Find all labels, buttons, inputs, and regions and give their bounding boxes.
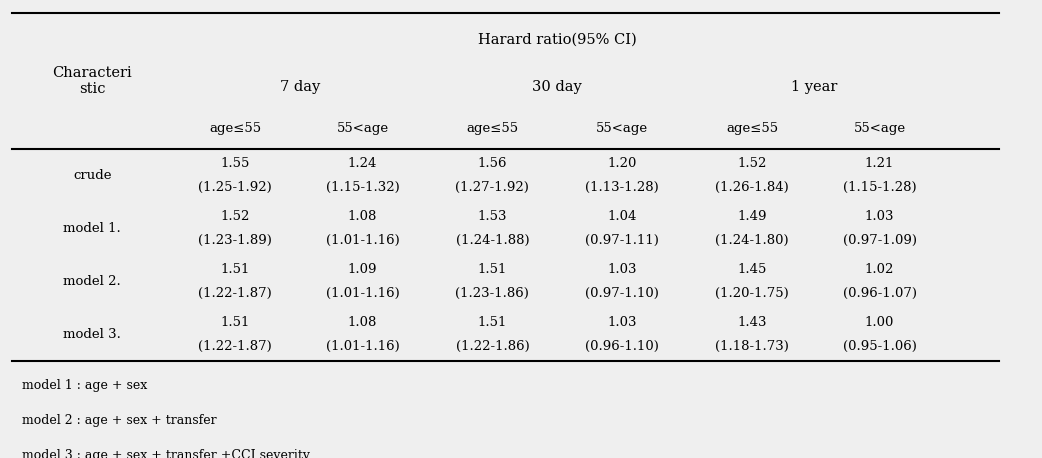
Text: 1.03: 1.03 <box>607 262 637 276</box>
Text: 1.45: 1.45 <box>738 262 767 276</box>
Text: 1.20: 1.20 <box>607 157 637 169</box>
Text: (1.01-1.16): (1.01-1.16) <box>326 287 399 300</box>
Text: (1.23-1.89): (1.23-1.89) <box>198 234 272 247</box>
Text: 1.51: 1.51 <box>477 262 507 276</box>
Text: model 1 : age + sex: model 1 : age + sex <box>22 378 147 392</box>
Text: 55<age: 55<age <box>853 121 905 135</box>
Text: Characteri
stic: Characteri stic <box>52 66 132 96</box>
Text: (1.15-1.32): (1.15-1.32) <box>326 181 399 194</box>
Text: (1.24-1.88): (1.24-1.88) <box>455 234 529 247</box>
Text: age≤55: age≤55 <box>209 121 262 135</box>
Text: 1.51: 1.51 <box>477 316 507 329</box>
Text: 55<age: 55<age <box>596 121 648 135</box>
Text: 1.08: 1.08 <box>348 210 377 223</box>
Text: 55<age: 55<age <box>337 121 389 135</box>
Text: 1.55: 1.55 <box>221 157 250 169</box>
Text: (1.23-1.86): (1.23-1.86) <box>455 287 529 300</box>
Text: 1.43: 1.43 <box>738 316 767 329</box>
Text: (0.96-1.07): (0.96-1.07) <box>843 287 917 300</box>
Text: 1.03: 1.03 <box>865 210 894 223</box>
Text: 1.00: 1.00 <box>865 316 894 329</box>
Text: 1.03: 1.03 <box>607 316 637 329</box>
Text: 1.49: 1.49 <box>738 210 767 223</box>
Text: (1.26-1.84): (1.26-1.84) <box>716 181 789 194</box>
Text: 1.52: 1.52 <box>738 157 767 169</box>
Text: Harard ratio(95% CI): Harard ratio(95% CI) <box>478 33 637 47</box>
Text: model 3.: model 3. <box>64 328 121 341</box>
Text: (1.22-1.86): (1.22-1.86) <box>455 340 529 353</box>
Text: 1.51: 1.51 <box>221 316 250 329</box>
Text: (1.22-1.87): (1.22-1.87) <box>198 287 272 300</box>
Text: 1.08: 1.08 <box>348 316 377 329</box>
Text: model 2 : age + sex + transfer: model 2 : age + sex + transfer <box>22 414 217 427</box>
Text: 1.56: 1.56 <box>477 157 507 169</box>
Text: (1.15-1.28): (1.15-1.28) <box>843 181 916 194</box>
Text: 1.24: 1.24 <box>348 157 377 169</box>
Text: (1.27-1.92): (1.27-1.92) <box>455 181 529 194</box>
Text: (1.25-1.92): (1.25-1.92) <box>198 181 272 194</box>
Text: model 3 : age + sex + transfer +CCI severity: model 3 : age + sex + transfer +CCI seve… <box>22 449 311 458</box>
Text: 1.53: 1.53 <box>477 210 507 223</box>
Text: (1.22-1.87): (1.22-1.87) <box>198 340 272 353</box>
Text: 1 year: 1 year <box>791 80 838 94</box>
Text: 1.04: 1.04 <box>607 210 637 223</box>
Text: 1.21: 1.21 <box>865 157 894 169</box>
Text: (1.18-1.73): (1.18-1.73) <box>715 340 789 353</box>
Text: (0.96-1.10): (0.96-1.10) <box>586 340 660 353</box>
Text: 30 day: 30 day <box>532 80 582 94</box>
Text: model 2.: model 2. <box>64 275 121 288</box>
Text: (0.97-1.09): (0.97-1.09) <box>843 234 917 247</box>
Text: age≤55: age≤55 <box>467 121 519 135</box>
Text: (1.13-1.28): (1.13-1.28) <box>586 181 660 194</box>
Text: 1.02: 1.02 <box>865 262 894 276</box>
Text: (1.20-1.75): (1.20-1.75) <box>716 287 789 300</box>
Text: 7 day: 7 day <box>280 80 320 94</box>
Text: (1.24-1.80): (1.24-1.80) <box>716 234 789 247</box>
Text: 1.51: 1.51 <box>221 262 250 276</box>
Text: 1.52: 1.52 <box>221 210 250 223</box>
Text: (0.97-1.10): (0.97-1.10) <box>586 287 660 300</box>
Text: 1.09: 1.09 <box>348 262 377 276</box>
Text: model 1.: model 1. <box>64 222 121 235</box>
Text: crude: crude <box>73 169 111 182</box>
Text: (1.01-1.16): (1.01-1.16) <box>326 234 399 247</box>
Text: (0.95-1.06): (0.95-1.06) <box>843 340 917 353</box>
Text: (0.97-1.11): (0.97-1.11) <box>586 234 660 247</box>
Text: age≤55: age≤55 <box>726 121 778 135</box>
Text: (1.01-1.16): (1.01-1.16) <box>326 340 399 353</box>
